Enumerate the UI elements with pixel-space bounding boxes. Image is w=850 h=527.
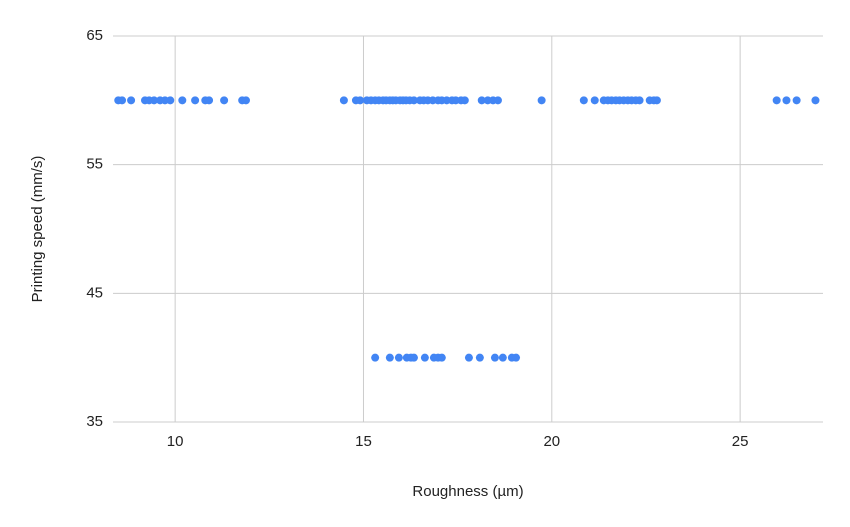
x-tick-label: 25 xyxy=(732,433,749,450)
point xyxy=(811,96,820,105)
point xyxy=(782,96,791,105)
x-tick-label: 15 xyxy=(355,433,372,450)
point xyxy=(772,96,781,105)
x-axis-title: Roughness (µm) xyxy=(412,483,523,500)
point xyxy=(493,96,502,105)
point xyxy=(356,96,365,105)
point xyxy=(150,96,159,105)
point xyxy=(635,96,644,105)
point xyxy=(371,353,380,362)
point xyxy=(166,96,175,105)
point xyxy=(385,353,394,362)
point xyxy=(241,96,250,105)
y-tick-label: 55 xyxy=(86,156,103,173)
point xyxy=(118,96,127,105)
point xyxy=(409,96,418,105)
y-tick-label: 35 xyxy=(86,413,103,430)
point xyxy=(464,353,473,362)
point xyxy=(579,96,588,105)
point xyxy=(394,353,403,362)
point xyxy=(498,353,507,362)
point xyxy=(420,353,429,362)
y-axis-title: Printing speed (mm/s) xyxy=(29,156,46,303)
point xyxy=(127,96,136,105)
x-tick-label: 20 xyxy=(543,433,560,450)
y-tick-label: 65 xyxy=(86,27,103,44)
point xyxy=(205,96,214,105)
point xyxy=(220,96,229,105)
point xyxy=(460,96,469,105)
point xyxy=(437,353,446,362)
x-tick-label: 10 xyxy=(167,433,184,450)
point xyxy=(475,353,484,362)
point xyxy=(537,96,546,105)
point xyxy=(477,96,486,105)
point xyxy=(178,96,187,105)
point xyxy=(191,96,200,105)
point xyxy=(652,96,661,105)
y-tick-label: 45 xyxy=(86,284,103,301)
point xyxy=(339,96,348,105)
point xyxy=(512,353,521,362)
point xyxy=(590,96,599,105)
point xyxy=(409,353,418,362)
point xyxy=(490,353,499,362)
point xyxy=(792,96,801,105)
